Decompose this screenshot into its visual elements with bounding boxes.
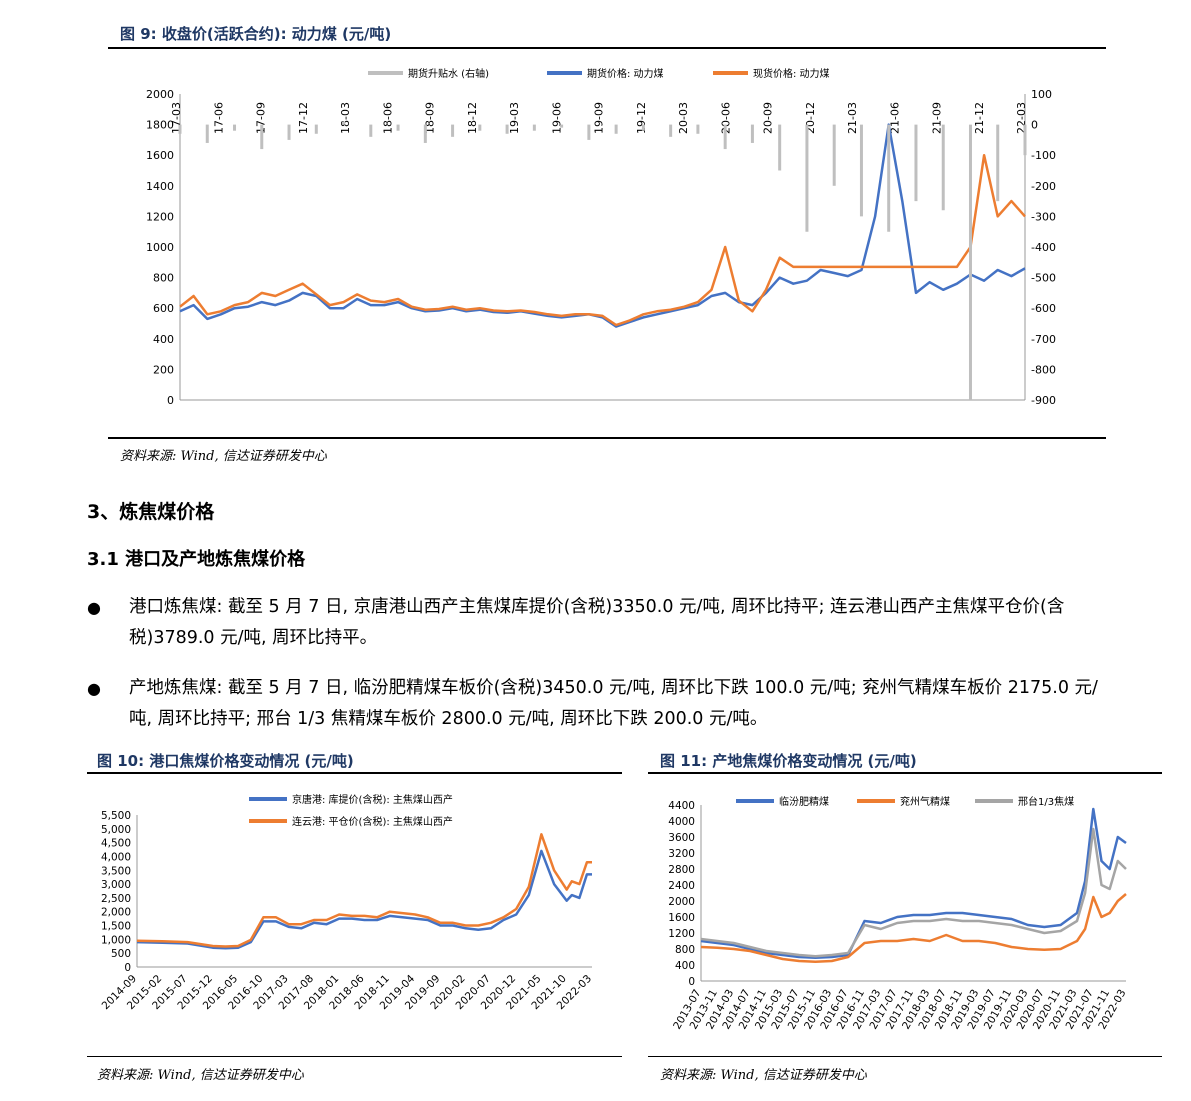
fig10-y-tick-label: 4,000 bbox=[101, 851, 131, 863]
fig9-x-tick-label: 19-12 bbox=[635, 102, 648, 134]
fig9-series-line bbox=[179, 153, 1026, 327]
fig11-legend-label: 临汾肥精煤 bbox=[779, 795, 829, 808]
fig10-y-tick-label: 2,500 bbox=[101, 893, 131, 905]
fig11-chart: 0 400 800 1200 1600 2000 2400 2800 3200 3600 4000 4… bbox=[668, 795, 1128, 1031]
fig9-y-tick-label: 1400 bbox=[146, 180, 174, 193]
section-heading: 3、炼焦煤价格 bbox=[87, 501, 215, 523]
fig9-y2-tick-label: -400 bbox=[1031, 241, 1056, 254]
fig9-x-tick-label: 19-09 bbox=[593, 102, 606, 134]
fig10-y-tick-label: 1,500 bbox=[101, 921, 131, 933]
fig11-legend-label: 邢台1/3焦煤 bbox=[1018, 795, 1074, 808]
fig9-x-tick-label: 17-09 bbox=[255, 102, 268, 134]
fig11-y-tick-label: 2400 bbox=[668, 880, 695, 892]
fig10-y-tick-label: 5,500 bbox=[101, 810, 131, 822]
fig9-series-line bbox=[179, 123, 1026, 328]
fig11-bottom-rule bbox=[648, 1056, 1162, 1057]
fig9-legend-label: 现货价格: 动力煤 bbox=[753, 67, 830, 80]
fig10-y-tick-label: 0 bbox=[124, 962, 131, 974]
fig11-legend-label: 兖州气精煤 bbox=[900, 795, 950, 808]
fig11-y-tick-label: 2000 bbox=[668, 896, 695, 908]
fig9-x-tick-label: 18-03 bbox=[339, 102, 352, 134]
fig11-title: 图 11: 产地焦煤价格变动情况 (元/吨) bbox=[660, 752, 917, 770]
fig9-y-tick-label: 2000 bbox=[146, 88, 174, 101]
fig9-y2-tick-label: -600 bbox=[1031, 302, 1056, 315]
fig9-x-tick-label: 20-09 bbox=[762, 102, 775, 134]
fig9-y-tick-label: 1000 bbox=[146, 241, 174, 254]
fig10-legend-label: 连云港: 平仓价(含税): 主焦煤山西产 bbox=[292, 815, 453, 828]
fig9-y-tick-label: 1600 bbox=[146, 149, 174, 162]
fig11-source: 资料来源: Wind, 信达证券研发中心 bbox=[660, 1068, 867, 1083]
fig9-x-tick-label: 20-03 bbox=[677, 102, 690, 134]
fig9-x-tick-label: 18-12 bbox=[466, 102, 479, 134]
fig9-y-tick-label: 600 bbox=[153, 302, 174, 315]
fig10-top-rule bbox=[87, 772, 622, 774]
fig9-y-tick-label: 1800 bbox=[146, 119, 174, 132]
fig9-y2-tick-label: 100 bbox=[1031, 88, 1052, 101]
fig10-series-line bbox=[136, 833, 592, 948]
fig9-y2-tick-label: -300 bbox=[1031, 210, 1056, 223]
fig10-source: 资料来源: Wind, 信达证券研发中心 bbox=[97, 1068, 304, 1083]
bullet-2-text: 产地炼焦煤: 截至 5 月 7 日, 临汾肥精煤车板价(含税)3450.0 元/… bbox=[129, 678, 1098, 729]
fig11-y-tick-label: 800 bbox=[675, 944, 695, 956]
fig11-series-line bbox=[700, 827, 1127, 958]
bullet-1-marker: ● bbox=[87, 598, 101, 617]
fig9-x-tick-label: 17-12 bbox=[297, 102, 310, 134]
fig9-top-rule bbox=[108, 47, 1106, 49]
fig9-x-tick-label: 20-06 bbox=[719, 102, 732, 134]
fig9-title: 图 9: 收盘价(活跃合约): 动力煤 (元/吨) bbox=[120, 25, 392, 43]
fig9-x-tick-label: 17-06 bbox=[212, 102, 225, 134]
fig11-y-tick-label: 3600 bbox=[668, 832, 695, 844]
fig9-y-tick-label: 800 bbox=[153, 272, 174, 285]
fig9-y2-tick-label: -500 bbox=[1031, 272, 1056, 285]
fig9-y2-tick-label: 0 bbox=[1031, 119, 1038, 132]
fig10-y-tick-label: 500 bbox=[111, 948, 131, 960]
fig11-y-tick-label: 3200 bbox=[668, 848, 695, 860]
fig9-source: 资料来源: Wind, 信达证券研发中心 bbox=[120, 449, 327, 464]
fig9-y2-tick-label: -900 bbox=[1031, 394, 1056, 407]
fig9-x-tick-label: 19-03 bbox=[508, 102, 521, 134]
fig11-y-tick-label: 4400 bbox=[668, 800, 695, 812]
fig11-series-line bbox=[700, 893, 1127, 964]
fig11-y-tick-label: 0 bbox=[688, 976, 695, 988]
fig11-y-tick-label: 2800 bbox=[668, 864, 695, 876]
fig9-x-tick-label: 18-06 bbox=[381, 102, 394, 134]
fig9-legend-label: 期货价格: 动力煤 bbox=[587, 67, 664, 80]
fig11-y-tick-label: 4000 bbox=[668, 816, 695, 828]
fig9-y-tick-label: 200 bbox=[153, 363, 174, 376]
fig10-y-tick-label: 1,000 bbox=[101, 934, 131, 946]
fig10-legend-label: 京唐港: 库提价(含税): 主焦煤山西产 bbox=[292, 793, 453, 806]
fig11-y-tick-label: 400 bbox=[675, 960, 695, 972]
fig9-x-tick-label: 21-03 bbox=[846, 102, 859, 134]
fig9-legend-label: 期货升贴水 (右轴) bbox=[408, 67, 489, 80]
fig10-title: 图 10: 港口焦煤价格变动情况 (元/吨) bbox=[97, 752, 354, 770]
fig9-y2-tick-label: -700 bbox=[1031, 333, 1056, 346]
fig9-x-tick-label: 21-12 bbox=[973, 102, 986, 134]
fig10-y-tick-label: 3,500 bbox=[101, 865, 131, 877]
fig10-bottom-rule bbox=[87, 1056, 622, 1057]
fig10-y-tick-label: 3,000 bbox=[101, 879, 131, 891]
fig9-bottom-rule bbox=[108, 437, 1106, 439]
bullet-2-marker: ● bbox=[87, 679, 101, 698]
fig9-y2-tick-label: -800 bbox=[1031, 363, 1056, 376]
fig10-series-line bbox=[136, 849, 592, 950]
fig9-y-tick-label: 0 bbox=[167, 394, 174, 407]
fig9-x-tick-label: 19-06 bbox=[550, 102, 563, 134]
fig10-y-tick-label: 4,500 bbox=[101, 838, 131, 850]
fig10-y-tick-label: 5,000 bbox=[101, 824, 131, 836]
fig11-top-rule bbox=[648, 772, 1162, 774]
fig9-y2-tick-label: -100 bbox=[1031, 149, 1056, 162]
fig9-x-tick-label: 21-09 bbox=[931, 102, 944, 134]
fig10-y-tick-label: 2,000 bbox=[101, 907, 131, 919]
fig9-x-tick-label: 21-06 bbox=[888, 102, 901, 134]
bullet-1-text: 港口炼焦煤: 截至 5 月 7 日, 京唐港山西产主焦煤库提价(含税)3350.… bbox=[129, 597, 1065, 648]
section-subheading: 3.1 港口及产地炼焦煤价格 bbox=[87, 549, 306, 570]
fig11-series-line bbox=[700, 807, 1127, 960]
fig11-y-tick-label: 1600 bbox=[668, 912, 695, 924]
fig9-y-tick-label: 400 bbox=[153, 333, 174, 346]
fig9-y-tick-label: 1200 bbox=[146, 210, 174, 223]
fig11-y-tick-label: 1200 bbox=[668, 928, 695, 940]
fig9-y2-tick-label: -200 bbox=[1031, 180, 1056, 193]
